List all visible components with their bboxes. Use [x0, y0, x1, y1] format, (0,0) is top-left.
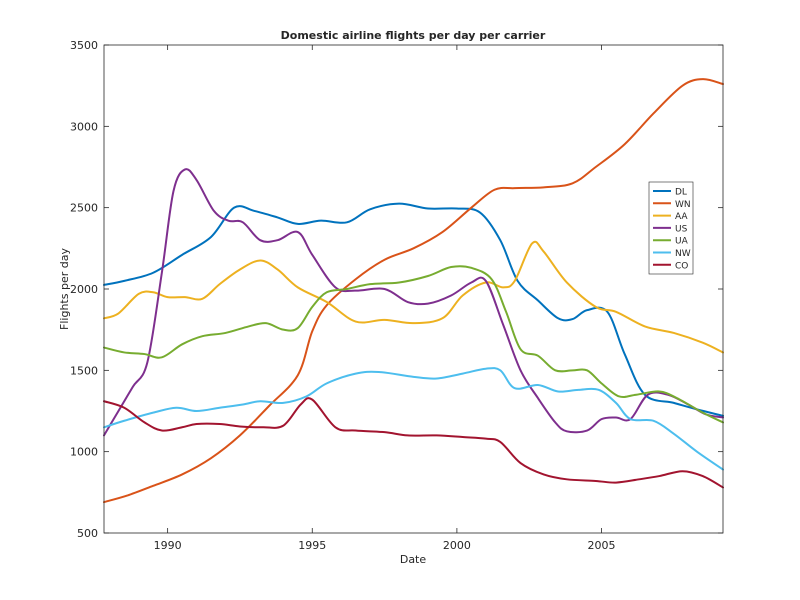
y-tick-label: 1500	[70, 364, 98, 377]
series-line-wn	[103, 78, 724, 504]
legend-label-aa: AA	[675, 212, 688, 222]
y-tick-label: 500	[77, 527, 98, 540]
ticks-layer: 1990 1995 2000 2005 500 1000 1500 2000 2500 3000 3…	[70, 39, 723, 552]
series-layer	[103, 78, 724, 504]
chart-title: Domestic airline flights per day per car…	[281, 29, 546, 42]
legend: DL WN AA US UA NW CO	[648, 181, 694, 275]
legend-label-nw: NW	[675, 249, 691, 259]
x-axis-label: Date	[400, 553, 427, 566]
legend-label-dl: DL	[675, 188, 687, 198]
legend-label-co: CO	[675, 261, 688, 271]
series-line-us	[103, 168, 724, 437]
x-tick-label: 2000	[443, 539, 471, 552]
plot-area	[104, 45, 723, 533]
legend-label-ua: UA	[675, 237, 689, 247]
series-line-ua	[103, 265, 724, 424]
y-tick-label: 3000	[70, 120, 98, 133]
series-line-aa	[103, 240, 724, 354]
series-line-dl	[103, 202, 724, 417]
legend-label-wn: WN	[675, 200, 691, 210]
legend-label-us: US	[675, 224, 688, 234]
y-tick-label: 2500	[70, 202, 98, 215]
y-tick-label: 2000	[70, 283, 98, 296]
y-axis-label: Flights per day	[58, 248, 71, 330]
series-line-nw	[103, 367, 724, 471]
x-tick-label: 1995	[298, 539, 326, 552]
x-tick-label: 2005	[588, 539, 616, 552]
y-tick-label: 3500	[70, 39, 98, 52]
series-line-co	[103, 397, 724, 489]
x-tick-label: 1990	[154, 539, 182, 552]
y-tick-label: 1000	[70, 446, 98, 459]
